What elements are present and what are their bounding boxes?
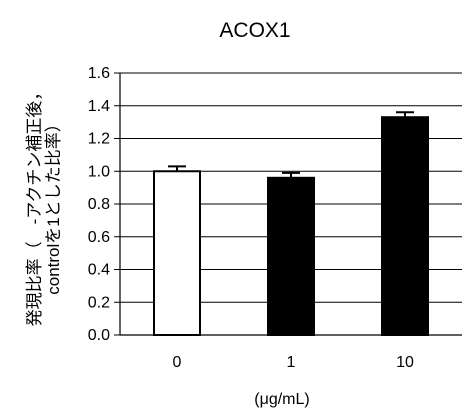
x-tick-label: 10 bbox=[396, 354, 414, 371]
bars bbox=[153, 111, 429, 337]
y-tick-label: 1.6 bbox=[88, 65, 110, 82]
x-tick-label: 0 bbox=[173, 354, 182, 371]
x-tick-label: 1 bbox=[287, 354, 296, 371]
y-axis: 0.0 0.2 0.4 0.6 0.8 1.0 1.2 1.4 1.6 bbox=[88, 65, 121, 344]
y-tick-label: 0.6 bbox=[88, 229, 110, 246]
bar bbox=[267, 176, 315, 336]
bar bbox=[381, 116, 429, 337]
y-tick-label: 0.8 bbox=[88, 196, 110, 213]
y-tick-label: 0.0 bbox=[88, 327, 110, 344]
y-tick-label: 1.4 bbox=[88, 98, 110, 115]
bar bbox=[153, 170, 201, 336]
x-axis-label: (μg/mL) bbox=[254, 391, 309, 408]
y-tick-label: 0.4 bbox=[88, 262, 110, 279]
y-axis-label-line2: controlを1とした比率） bbox=[44, 115, 63, 294]
chart-title: ACOX1 bbox=[219, 19, 290, 42]
y-tick-label: 1.0 bbox=[88, 163, 110, 180]
y-tick-label: 0.2 bbox=[88, 294, 110, 311]
y-tick-label: 1.2 bbox=[88, 131, 110, 148]
y-axis-label-line1: 発現比率（ -アクチン補正後， bbox=[25, 84, 44, 327]
x-axis: 0 1 10 bbox=[120, 334, 462, 371]
